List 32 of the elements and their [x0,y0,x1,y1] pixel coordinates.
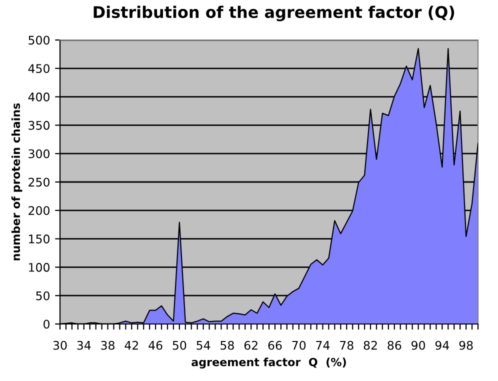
x-tick-label: 78 [340,340,354,350]
x-tick-label: 94 [435,340,450,350]
y-tick-label: 300 [28,149,50,158]
x-tick-label: 42 [124,340,138,350]
y-tick-label: 350 [28,120,50,130]
y-tick-label: 150 [29,234,50,244]
chart-title: Distribution of the agreement factor (Q) [94,6,454,22]
y-tick-label: 250 [28,178,50,187]
x-tick-label: 50 [172,340,186,350]
x-tick-label: 90 [412,340,426,350]
y-tick-label: 0 [44,320,50,329]
y-tick-label: 100 [29,262,50,272]
x-tick-label: 70 [292,340,306,350]
y-tick-label: 200 [28,206,50,216]
x-tick-label: 38 [101,340,114,350]
x-tick-label: 74 [316,341,330,350]
y-axis-title: number of protein chains [11,103,22,260]
x-tick-label: 98 [459,340,473,350]
x-tick-label: 86 [388,340,402,350]
x-tick-label: 82 [364,340,377,350]
x-tick-label: 62 [244,340,258,350]
y-tick-label: 400 [28,92,50,102]
x-tick-label: 58 [220,340,234,350]
y-tick-label: 450 [28,64,50,74]
y-tick-label: 500 [28,36,50,45]
y-tick-label: 50 [36,291,50,300]
x-tick-label: 34 [77,340,91,350]
x-tick-label: 54 [196,341,210,350]
x-tick-label: 46 [148,340,162,350]
x-tick-label: 66 [268,340,282,350]
x-axis-title: agreement factor Q (%) [192,358,346,368]
x-tick-label: 30 [53,340,67,350]
